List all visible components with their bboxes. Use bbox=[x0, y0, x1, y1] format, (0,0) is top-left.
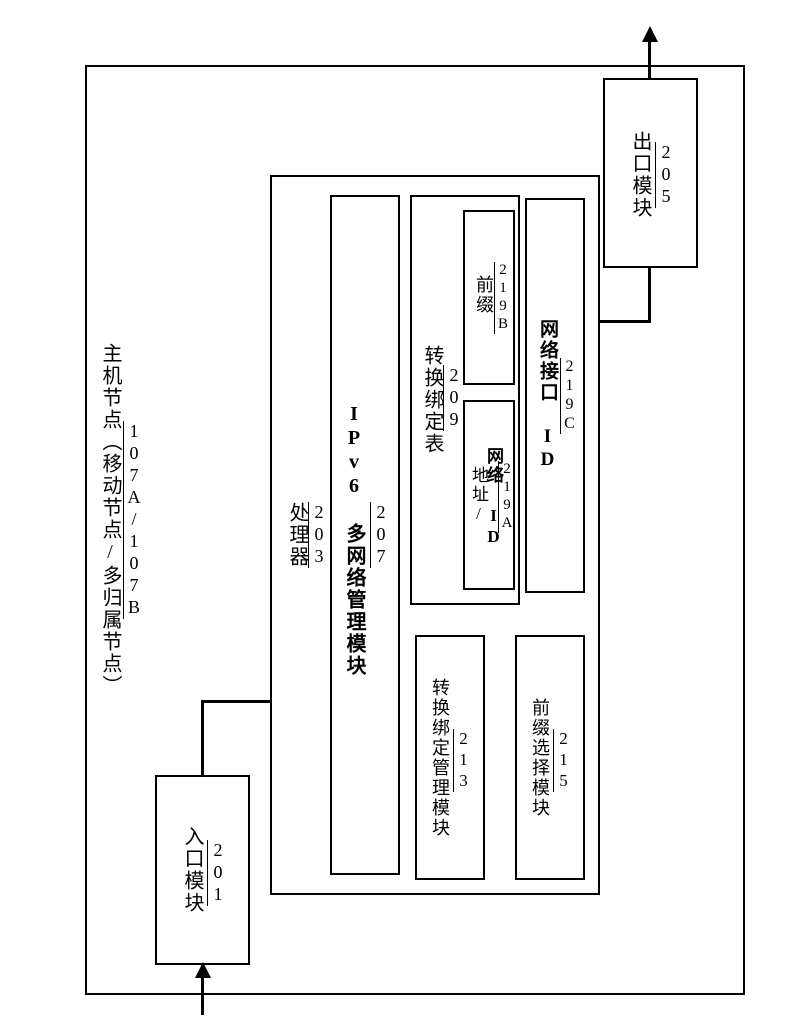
diagram-canvas: 主机节点（移动节点/多归属节点） 107A/107B 入口模块 201 出口模块… bbox=[0, 0, 800, 1022]
prefix-select-ref: 215 bbox=[553, 725, 573, 795]
ingress-module-ref: 201 bbox=[207, 838, 228, 908]
arrow-out-head bbox=[642, 26, 658, 42]
prefix-ref: 219B bbox=[494, 250, 511, 345]
arrow-ingress-proc-v bbox=[201, 700, 204, 775]
prefix-select-label: 前缀选择模块 bbox=[527, 665, 553, 850]
addr-net-id-ref: 219A bbox=[498, 449, 515, 544]
egress-module-label: 出口模块 bbox=[626, 110, 655, 240]
host-node-title: 主机节点（移动节点/多归属节点） bbox=[96, 240, 125, 800]
arrow-proc-egress-h bbox=[600, 320, 650, 323]
arrow-proc-egress-v bbox=[648, 268, 651, 323]
ipv6-mgr-title: IPv6 多网络管理模块 bbox=[340, 330, 369, 750]
arrow-ingress-proc-h bbox=[201, 700, 270, 703]
iface-id-ref: 219C bbox=[560, 348, 578, 443]
processor-ref: 203 bbox=[308, 500, 329, 570]
ingress-module-label: 入口模块 bbox=[178, 805, 207, 935]
binding-table-ref: 209 bbox=[443, 363, 464, 433]
ipv6-mgr-ref: 207 bbox=[370, 500, 391, 570]
binding-mgr-label: 转换绑定管理模块 bbox=[427, 645, 453, 870]
iface-id-label: 网络接口 ID bbox=[534, 295, 561, 495]
arrow-in-head bbox=[195, 962, 211, 978]
binding-mgr-ref: 213 bbox=[453, 725, 473, 795]
arrow-out-line bbox=[648, 40, 651, 78]
egress-module-ref: 205 bbox=[655, 140, 676, 210]
host-node-ref: 107A/107B bbox=[123, 420, 144, 620]
